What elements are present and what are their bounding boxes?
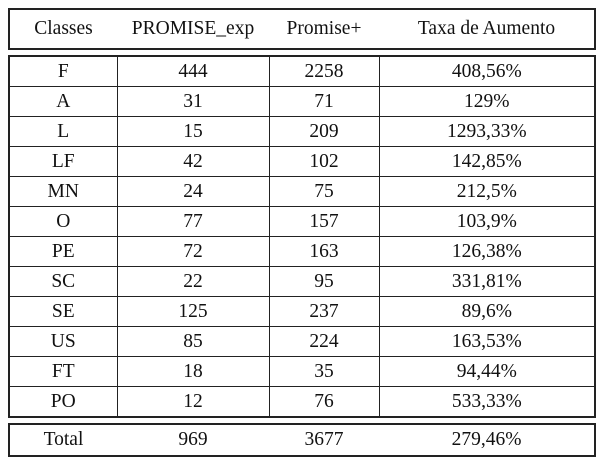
taxa-cell: 533,33% — [378, 386, 596, 418]
taxa-cell: 129% — [378, 86, 596, 117]
table-row: PO 12 76 533,33% — [8, 386, 596, 418]
promise-exp-cell: 12 — [116, 386, 270, 418]
promise-plus-cell: 209 — [268, 116, 380, 147]
promise-exp-cell: 77 — [116, 206, 270, 237]
promise-plus-cell: 237 — [268, 296, 380, 327]
class-cell: O — [8, 206, 118, 237]
data-table-frame: Classes PROMISE_exp Promise+ Taxa de Aum… — [8, 8, 596, 457]
taxa-cell: 212,5% — [378, 176, 596, 207]
promise-exp-cell: 85 — [116, 326, 270, 357]
table-row: SE 125 237 89,6% — [8, 296, 596, 327]
class-cell: US — [8, 326, 118, 357]
promise-plus-cell: 157 — [268, 206, 380, 237]
promise-plus-cell: 95 — [268, 266, 380, 297]
promise-exp-cell: 72 — [116, 236, 270, 267]
class-cell: A — [8, 86, 118, 117]
promise-exp-cell: 31 — [116, 86, 270, 117]
promise-exp-cell: 18 — [116, 356, 270, 387]
total-row: Total 969 3677 279,46% — [8, 423, 596, 457]
promise-plus-cell: 71 — [268, 86, 380, 117]
promise-plus-cell: 102 — [268, 146, 380, 177]
taxa-cell: 103,9% — [378, 206, 596, 237]
class-cell: SE — [8, 296, 118, 327]
table-row: A 31 71 129% — [8, 86, 596, 117]
promise-plus-cell: 163 — [268, 236, 380, 267]
taxa-cell: 89,6% — [378, 296, 596, 327]
promise-exp-cell: 125 — [116, 296, 270, 327]
table-row: PE 72 163 126,38% — [8, 236, 596, 267]
total-promise-plus: 3677 — [269, 423, 379, 457]
promise-exp-cell: 444 — [116, 55, 270, 87]
taxa-cell: 1293,33% — [378, 116, 596, 147]
header-row: Classes PROMISE_exp Promise+ Taxa de Aum… — [8, 8, 596, 50]
class-cell: MN — [8, 176, 118, 207]
table-row: F 444 2258 408,56% — [8, 55, 596, 87]
header-promise-plus: Promise+ — [269, 8, 379, 50]
comparison-table: Classes PROMISE_exp Promise+ Taxa de Aum… — [8, 8, 596, 457]
promise-exp-cell: 22 — [116, 266, 270, 297]
class-cell: FT — [8, 356, 118, 387]
taxa-cell: 408,56% — [378, 55, 596, 87]
table-row: SC 22 95 331,81% — [8, 266, 596, 297]
promise-exp-cell: 42 — [116, 146, 270, 177]
table-row: LF 42 102 142,85% — [8, 146, 596, 177]
table-row: O 77 157 103,9% — [8, 206, 596, 237]
table-row: FT 18 35 94,44% — [8, 356, 596, 387]
total-promise-exp: 969 — [117, 423, 269, 457]
taxa-cell: 331,81% — [378, 266, 596, 297]
total-taxa: 279,46% — [379, 423, 596, 457]
class-cell: PO — [8, 386, 118, 418]
header-taxa-de-aumento: Taxa de Aumento — [379, 8, 596, 50]
promise-plus-cell: 76 — [268, 386, 380, 418]
class-cell: LF — [8, 146, 118, 177]
promise-plus-cell: 2258 — [268, 55, 380, 87]
header-classes: Classes — [8, 8, 117, 50]
promise-plus-cell: 224 — [268, 326, 380, 357]
taxa-cell: 142,85% — [378, 146, 596, 177]
table-row: L 15 209 1293,33% — [8, 116, 596, 147]
class-cell: SC — [8, 266, 118, 297]
total-label: Total — [8, 423, 117, 457]
promise-plus-cell: 75 — [268, 176, 380, 207]
header-promise-exp: PROMISE_exp — [117, 8, 269, 50]
table-row: MN 24 75 212,5% — [8, 176, 596, 207]
table-row: US 85 224 163,53% — [8, 326, 596, 357]
class-cell: L — [8, 116, 118, 147]
class-cell: F — [8, 55, 118, 87]
class-cell: PE — [8, 236, 118, 267]
taxa-cell: 94,44% — [378, 356, 596, 387]
promise-exp-cell: 24 — [116, 176, 270, 207]
promise-plus-cell: 35 — [268, 356, 380, 387]
taxa-cell: 163,53% — [378, 326, 596, 357]
taxa-cell: 126,38% — [378, 236, 596, 267]
promise-exp-cell: 15 — [116, 116, 270, 147]
